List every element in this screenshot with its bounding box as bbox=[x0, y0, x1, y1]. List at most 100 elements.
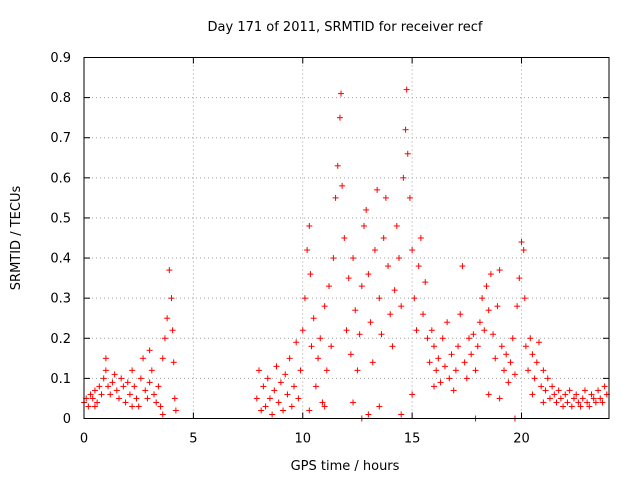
data-point bbox=[345, 275, 352, 282]
data-point bbox=[341, 235, 348, 241]
data-point bbox=[301, 295, 308, 302]
data-point bbox=[560, 403, 567, 410]
data-point bbox=[409, 391, 416, 398]
data-point bbox=[406, 194, 413, 201]
x-tick-label: 20 bbox=[513, 432, 530, 447]
data-point bbox=[487, 271, 494, 278]
data-point bbox=[391, 287, 398, 294]
data-point bbox=[521, 295, 528, 302]
data-point bbox=[157, 403, 164, 410]
data-point bbox=[485, 307, 492, 314]
data-point bbox=[168, 295, 175, 302]
data-point bbox=[352, 307, 359, 314]
data-point bbox=[385, 263, 392, 270]
y-tick-label: 0.3 bbox=[50, 292, 71, 307]
data-point bbox=[91, 403, 98, 410]
data-point bbox=[520, 247, 527, 254]
data-point bbox=[172, 407, 179, 414]
y-tick-label: 0.2 bbox=[50, 332, 71, 347]
data-point bbox=[564, 399, 571, 406]
data-point bbox=[358, 283, 365, 290]
data-point bbox=[288, 403, 295, 410]
data-point bbox=[286, 355, 293, 362]
data-point bbox=[169, 327, 176, 334]
data-point bbox=[129, 403, 136, 410]
data-point bbox=[146, 379, 153, 386]
data-point bbox=[472, 367, 479, 374]
data-point bbox=[135, 403, 142, 410]
data-point bbox=[380, 235, 387, 241]
ticks bbox=[83, 57, 609, 419]
data-point bbox=[417, 235, 424, 241]
data-point bbox=[507, 359, 514, 366]
data-point bbox=[413, 327, 420, 334]
y-axis-label: SRMTID / TECUs bbox=[9, 186, 24, 291]
data-point bbox=[536, 339, 542, 346]
data-point bbox=[579, 395, 586, 402]
data-point bbox=[595, 387, 602, 394]
data-point bbox=[334, 162, 341, 169]
data-point bbox=[111, 371, 118, 378]
data-point bbox=[131, 383, 138, 390]
data-point bbox=[503, 351, 510, 358]
data-point bbox=[376, 403, 383, 410]
data-point bbox=[89, 395, 96, 402]
data-point bbox=[573, 391, 580, 398]
data-point bbox=[363, 206, 370, 213]
data-point bbox=[155, 383, 162, 390]
data-point bbox=[308, 343, 315, 350]
data-point bbox=[153, 399, 160, 406]
data-point bbox=[94, 399, 101, 406]
data-point bbox=[525, 367, 532, 374]
data-point bbox=[538, 383, 545, 390]
data-point bbox=[531, 375, 538, 382]
data-point bbox=[409, 247, 416, 254]
data-point bbox=[284, 391, 291, 398]
data-point bbox=[498, 343, 505, 350]
data-point bbox=[118, 375, 125, 382]
data-point bbox=[378, 331, 385, 338]
data-point bbox=[159, 411, 166, 418]
data-point bbox=[321, 303, 328, 310]
data-point bbox=[389, 343, 396, 350]
data-point bbox=[266, 395, 273, 402]
data-point bbox=[354, 367, 361, 374]
data-point bbox=[542, 387, 549, 394]
data-point bbox=[273, 363, 280, 370]
data-point bbox=[422, 279, 429, 286]
data-point bbox=[450, 387, 457, 394]
data-point bbox=[571, 395, 577, 402]
data-point bbox=[295, 395, 302, 402]
data-point bbox=[494, 303, 501, 310]
data-point bbox=[277, 379, 284, 386]
data-point bbox=[146, 347, 153, 354]
data-point bbox=[376, 295, 383, 302]
data-point bbox=[496, 267, 503, 274]
data-point bbox=[463, 375, 470, 382]
data-point bbox=[105, 383, 112, 390]
data-point bbox=[575, 399, 582, 406]
data-point bbox=[437, 379, 444, 386]
data-point bbox=[260, 383, 267, 390]
data-point bbox=[293, 339, 300, 346]
data-point bbox=[133, 395, 140, 402]
plot-frame bbox=[83, 57, 610, 419]
grid bbox=[84, 57, 609, 419]
data-point bbox=[356, 331, 363, 338]
data-point bbox=[476, 319, 483, 326]
data-point bbox=[426, 359, 433, 366]
data-point bbox=[171, 395, 178, 402]
data-point bbox=[470, 331, 477, 338]
data-point bbox=[371, 247, 378, 254]
data-point bbox=[540, 399, 547, 406]
x-tick-label: 10 bbox=[294, 432, 311, 447]
data-point bbox=[306, 407, 313, 414]
data-point bbox=[100, 375, 107, 382]
data-point bbox=[338, 90, 345, 97]
data-point bbox=[297, 367, 304, 374]
y-tick-label: 0.9 bbox=[50, 51, 71, 66]
data-point bbox=[533, 359, 540, 366]
data-point bbox=[544, 375, 551, 382]
x-tick-label: 5 bbox=[189, 432, 197, 447]
